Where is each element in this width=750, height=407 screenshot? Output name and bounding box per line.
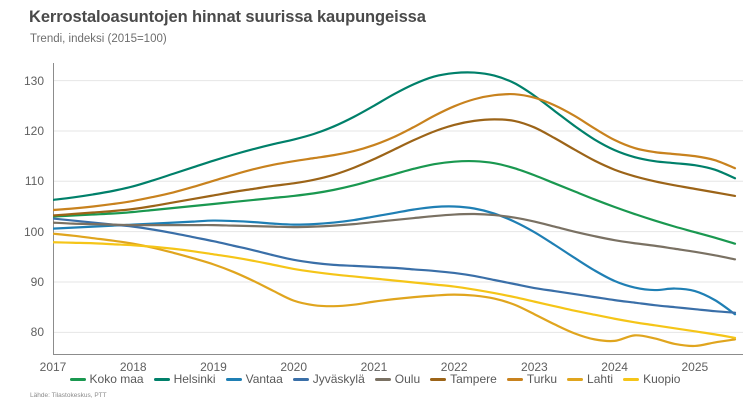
series-line (53, 212, 737, 261)
y-tick-label: 100 (23, 224, 44, 239)
series-line (53, 71, 737, 202)
legend-item[interactable]: Vantaa (225, 372, 283, 386)
series-line (53, 241, 737, 339)
legend-item[interactable]: Tampere (430, 372, 497, 386)
series-line (53, 118, 737, 217)
series-line (53, 92, 737, 212)
x-tick-label: 2017 (39, 360, 67, 374)
legend-label: Oulu (394, 372, 421, 386)
legend-item[interactable]: Oulu (374, 372, 421, 386)
legend-swatch-icon (567, 377, 584, 381)
series-line (53, 232, 737, 348)
series-line (53, 217, 737, 314)
legend-swatch-icon (153, 377, 170, 381)
plot-area: 80 90 100 110 120 130 2017 2018 2019 2020 2021 2022… (24, 63, 743, 374)
series-line (53, 159, 737, 245)
legend-swatch-icon (430, 377, 447, 381)
page-title: Kerrostaloasuntojen hinnat suurissa kaup… (29, 8, 426, 26)
legend-label: Koko maa (89, 372, 144, 386)
chart-svg (53, 63, 743, 355)
legend-item[interactable]: Helsinki (153, 372, 216, 386)
legend-swatch-icon (374, 377, 391, 381)
legend-label: Jyväskylä (312, 372, 365, 386)
legend-item[interactable]: Koko maa (69, 372, 144, 386)
series-line (53, 205, 737, 316)
legend-swatch-icon (69, 377, 86, 381)
legend-label: Lahti (587, 372, 614, 386)
legend-label: Kuopio (643, 372, 681, 386)
x-tick-label: 2024 (601, 360, 628, 374)
legend-label: Helsinki (173, 372, 216, 386)
x-tick-label: 2020 (280, 360, 308, 374)
legend-item[interactable]: Jyväskylä (292, 372, 365, 386)
legend-item[interactable]: Turku (506, 372, 558, 386)
legend-swatch-icon (225, 377, 242, 381)
source-note: Lähde: Tilastokeskus, PTT (30, 392, 107, 399)
y-tick-label: 80 (30, 325, 44, 340)
x-tick-label: 2019 (200, 360, 227, 374)
y-tick-label: 90 (30, 275, 44, 289)
legend-label: Vantaa (245, 372, 283, 386)
x-tick-label: 2018 (119, 360, 147, 374)
legend-swatch-icon (623, 377, 640, 381)
legend-swatch-icon (506, 377, 523, 381)
legend-item[interactable]: Kuopio (623, 372, 680, 386)
x-tick-label: 2025 (681, 360, 709, 374)
y-tick-label: 120 (23, 123, 44, 138)
legend-label: Tampere (450, 372, 497, 386)
y-tick-label: 130 (23, 73, 44, 88)
x-tick-label: 2022 (440, 360, 468, 374)
y-tick-label: 110 (24, 174, 44, 189)
x-tick-label: 2021 (360, 360, 388, 374)
legend-item[interactable]: Lahti (567, 372, 613, 386)
x-tick-label: 2023 (521, 360, 548, 374)
chart-legend: Koko maa Helsinki Vantaa Jyväskylä Oulu Tampe… (0, 372, 750, 386)
legend-swatch-icon (292, 377, 309, 381)
chart-subtitle: Trendi, indeksi (2015=100) (30, 33, 167, 45)
legend-label: Turku (526, 372, 558, 386)
